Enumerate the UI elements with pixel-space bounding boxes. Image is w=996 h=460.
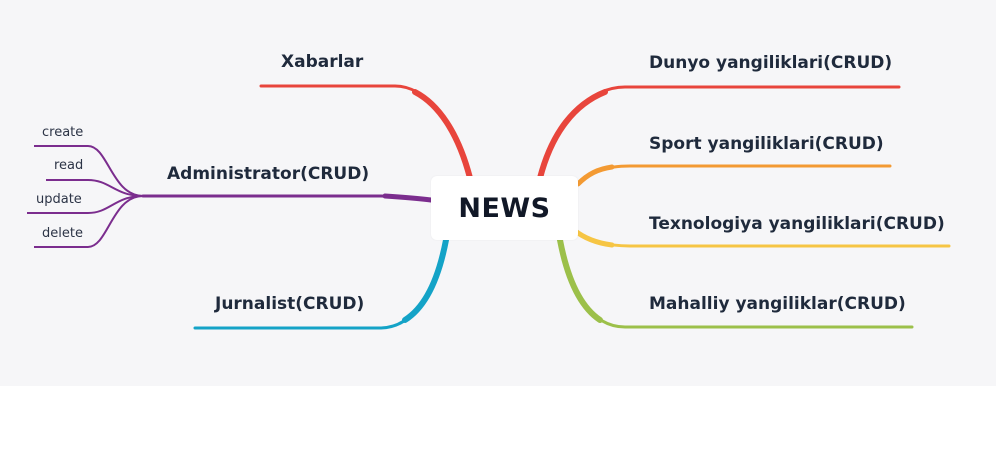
topic-sport[interactable]: Sport yangiliklari(CRUD) [649, 134, 884, 154]
connector-sport-thick [575, 164, 615, 187]
connector-texnologiya-thick [571, 227, 615, 248]
subtopic-read[interactable]: read [54, 158, 84, 173]
connector-xabarlar-thick [412, 89, 473, 181]
connector-administrator-thick [382, 193, 434, 203]
connector-delete [34, 195, 144, 248]
subtopic-update[interactable]: update [36, 192, 82, 207]
central-topic-label: NEWS [458, 192, 551, 224]
mindmap-canvas: Xabarlar Administrator(CRUD) Jurnalist(C… [27, 52, 951, 330]
topic-jurnalist[interactable]: Jurnalist(CRUD) [215, 294, 365, 314]
topic-mahalliy[interactable]: Mahalliy yangiliklar(CRUD) [649, 294, 906, 314]
mindmap-connectors [27, 84, 951, 330]
connector-mahalliy-thick [557, 237, 603, 323]
connector-sport [576, 164, 892, 186]
connector-create [34, 145, 144, 197]
subtopic-delete[interactable]: delete [42, 226, 83, 241]
connector-read [46, 179, 144, 197]
connector-dunyo-thick [537, 89, 608, 181]
subtopic-create[interactable]: create [42, 125, 84, 140]
topic-dunyo[interactable]: Dunyo yangiliklari(CRUD) [649, 53, 893, 73]
central-topic[interactable]: NEWS [431, 176, 578, 240]
topic-administrator[interactable]: Administrator(CRUD) [167, 164, 370, 184]
topic-xabarlar[interactable]: Xabarlar [281, 52, 364, 72]
connector-jurnalist-thick [402, 237, 449, 323]
topic-texnologiya[interactable]: Texnologiya yangiliklari(CRUD) [649, 214, 945, 234]
